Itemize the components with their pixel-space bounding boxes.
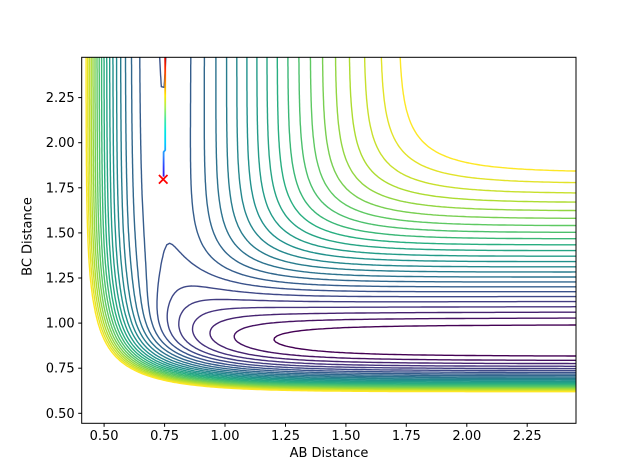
y-tick-label-1: 0.75 [46,362,75,377]
contour-level-17 [98,57,576,387]
contour-level-8 [130,57,576,377]
contour-level-13 [109,57,576,383]
contour-level-2 [209,311,576,365]
contour-level-16 [100,57,576,386]
y-tick-label-7: 2.25 [46,91,75,106]
y-tick-label-6: 2.00 [46,136,75,151]
tick-labels: 0.50 0.75 1.00 1.25 1.50 1.75 2.00 2.25 0.50 0.75… [46,91,542,444]
tick-marks [78,97,528,427]
contour-level-15 [103,57,576,385]
y-tick-label-3: 1.25 [46,272,75,287]
axes-spines [81,56,577,424]
x-tick-label-0: 0.50 [90,429,119,444]
x-tick-label-2: 1.00 [211,429,240,444]
y-tick-label-0: 0.50 [46,407,75,422]
contour-level-11 [115,57,576,381]
x-tick-label-3: 1.25 [271,429,300,444]
contour-level-0 [273,324,576,357]
contour-level-18 [96,57,576,388]
x-tick-label-7: 2.25 [513,429,542,444]
contour-level-6 [156,57,576,374]
contour-level-20 [92,57,576,390]
contour-level-14 [106,57,576,384]
x-tick-label-4: 1.50 [331,429,360,444]
y-tick-label-2: 1.00 [46,317,75,332]
y-tick-label-4: 1.50 [46,226,75,241]
contour-level-9 [124,57,576,378]
contour-level-7 [139,57,576,375]
contour-level-4 [178,298,576,370]
contour-level-22 [88,57,576,391]
contour-level-24 [85,57,576,393]
contour-level-1 [233,317,576,361]
contour-level-5 [166,285,576,372]
x-tick-label-5: 1.75 [392,429,421,444]
contour-level-19 [94,57,576,389]
trajectory-line [162,57,167,177]
contour-lines [85,57,576,393]
trajectory-end-x-marker [158,174,169,185]
x-tick-label-1: 0.75 [150,429,179,444]
contour-level-12 [112,57,576,382]
contour-level-10 [120,57,576,380]
x-axis-label: AB Distance [289,446,369,461]
y-axis-label: BC Distance [20,197,36,276]
contour-level-21 [90,57,576,391]
y-tick-label-5: 1.75 [46,181,75,196]
x-tick-label-6: 2.00 [452,429,481,444]
contour-level-3 [191,306,576,367]
